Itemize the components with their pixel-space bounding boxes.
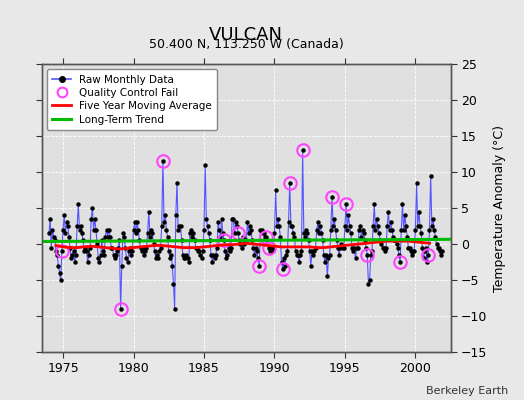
Legend: Raw Monthly Data, Quality Control Fail, Five Year Moving Average, Long-Term Tren: Raw Monthly Data, Quality Control Fail, …	[47, 69, 217, 130]
Text: 50.400 N, 113.250 W (Canada): 50.400 N, 113.250 W (Canada)	[149, 38, 344, 51]
Text: VULCAN: VULCAN	[209, 26, 283, 44]
Y-axis label: Temperature Anomaly (°C): Temperature Anomaly (°C)	[493, 124, 506, 292]
Text: Berkeley Earth: Berkeley Earth	[426, 386, 508, 396]
